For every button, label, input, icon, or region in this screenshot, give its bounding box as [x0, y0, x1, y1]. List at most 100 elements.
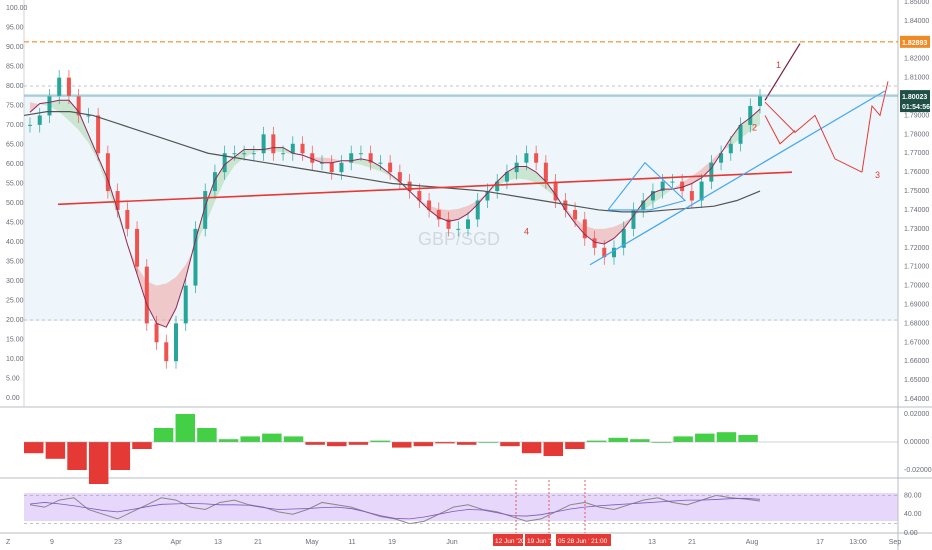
osc-tick-label: 0.00000: [904, 439, 929, 446]
candle-body: [612, 247, 616, 258]
osc-bar: [370, 440, 390, 442]
scale-toggle-icon: Z: [6, 539, 11, 546]
osc-bar: [110, 442, 131, 470]
candle-body: [738, 124, 743, 144]
candle-body: [232, 153, 237, 155]
annotation-label: 2: [752, 123, 757, 133]
left-tick-label: 10.00: [6, 356, 24, 363]
candle-body: [553, 181, 558, 201]
candle-body: [602, 247, 607, 258]
candle-body: [174, 323, 178, 362]
candle-body: [86, 115, 91, 117]
countdown: 01:54:56: [902, 104, 930, 111]
candle-body: [57, 77, 62, 97]
left-tick-label: 20.00: [6, 317, 24, 324]
ribbon-bull-segment: [205, 179, 215, 225]
date-tag-label: 21:00: [591, 538, 608, 545]
left-tick-label: 75.00: [6, 103, 24, 110]
candle-body: [621, 228, 626, 248]
osc-bar: [88, 442, 109, 484]
candle-body: [670, 181, 675, 183]
uptrend-line: [589, 90, 886, 266]
candle-body: [466, 219, 470, 229]
right-tick-label: 1.64000: [904, 396, 929, 403]
right-tick-label: 1.85000: [904, 0, 929, 6]
ribbon-bull-segment: [244, 149, 254, 158]
ribbon-bull-segment: [39, 102, 50, 106]
candle-body: [358, 153, 363, 155]
candle-body: [417, 191, 422, 201]
date-tag-label: 05 28 Jun '20: [558, 538, 597, 545]
ribbon-bull-segment: [516, 166, 527, 180]
price-tags: 1.82893 1.80023 01:54:56 12 Jun '20 19 Jun '…: [24, 35, 930, 546]
right-tick-label: 1.78000: [904, 131, 929, 138]
candle-body: [475, 200, 480, 220]
candle-body: [563, 200, 568, 210]
candle-body: [758, 96, 762, 106]
ribbon-bull-segment: [273, 147, 284, 153]
right-tick-label: 1.79000: [904, 112, 929, 119]
osc-bar: [521, 442, 542, 454]
right-tick-label: 1.77000: [904, 150, 929, 157]
projection-path-up: [861, 81, 889, 173]
candles: [28, 70, 762, 369]
candle-body: [543, 162, 548, 182]
candle-body: [495, 181, 500, 192]
osc-bar: [651, 442, 672, 443]
right-tick-label: 1.69000: [904, 301, 929, 308]
ribbon-bull-segment: [506, 166, 517, 181]
fast-ma-line: [29, 99, 761, 328]
candle-body: [514, 162, 519, 173]
resistance-tag: [900, 35, 930, 48]
right-tick-label: 1.75000: [904, 188, 929, 195]
current-price-tag: [900, 90, 930, 113]
osc-bar: [175, 414, 196, 442]
osc-bar: [673, 436, 693, 442]
candle-body: [242, 153, 247, 155]
watermark: GBP/SGD: [418, 229, 500, 249]
osc-tick-label: -0.02000: [904, 467, 932, 474]
candle-body: [660, 181, 665, 192]
ribbon-bull-segment: [497, 172, 507, 186]
time-tick-label: Sep: [889, 539, 902, 546]
candle-body: [709, 162, 714, 182]
ribbon-bull-segment: [98, 157, 108, 189]
rsi-tick-label: 0.00: [904, 530, 918, 537]
osc-bar: [435, 442, 455, 444]
candle-body: [96, 115, 101, 154]
ribbon-bear-segment: [166, 277, 176, 328]
osc-bar: [305, 442, 325, 445]
right-tick-label: 1.65000: [904, 377, 929, 384]
osc-bar: [240, 436, 260, 442]
osc-bar: [608, 437, 628, 442]
osc-bar: [392, 442, 412, 448]
time-tick-label: 23: [114, 539, 122, 546]
candle-body: [680, 181, 685, 192]
ribbon-bear-segment: [331, 158, 342, 163]
ribbon-bull-segment: [214, 164, 225, 202]
oscillator-pane: [24, 414, 898, 484]
time-tick-label: May: [305, 539, 319, 546]
osc-bar: [24, 442, 44, 454]
ribbon-bear-segment: [156, 283, 167, 328]
osc-bar: [500, 442, 520, 447]
time-tick-label: 17: [816, 539, 824, 546]
date-tag-label: 12 Jun '20: [495, 538, 525, 545]
ribbon-bull-segment: [750, 109, 760, 132]
left-tick-label: 35.00: [6, 259, 24, 266]
candle-body: [37, 115, 42, 125]
time-tick-label: 9: [50, 539, 54, 546]
candle-body: [115, 191, 120, 210]
candle-body: [631, 209, 636, 229]
ribbon-bull-segment: [68, 100, 79, 131]
osc-bar: [283, 436, 304, 442]
ribbon-bull-segment: [253, 149, 264, 153]
candle-body: [456, 228, 461, 230]
ribbon-bear-segment: [575, 218, 585, 235]
candle-body: [699, 181, 704, 201]
left-tick-label: 50.00: [6, 200, 24, 207]
time-tick-label: 11: [348, 539, 355, 546]
candle-body: [105, 153, 110, 192]
time-tick-label: 13: [214, 539, 222, 546]
